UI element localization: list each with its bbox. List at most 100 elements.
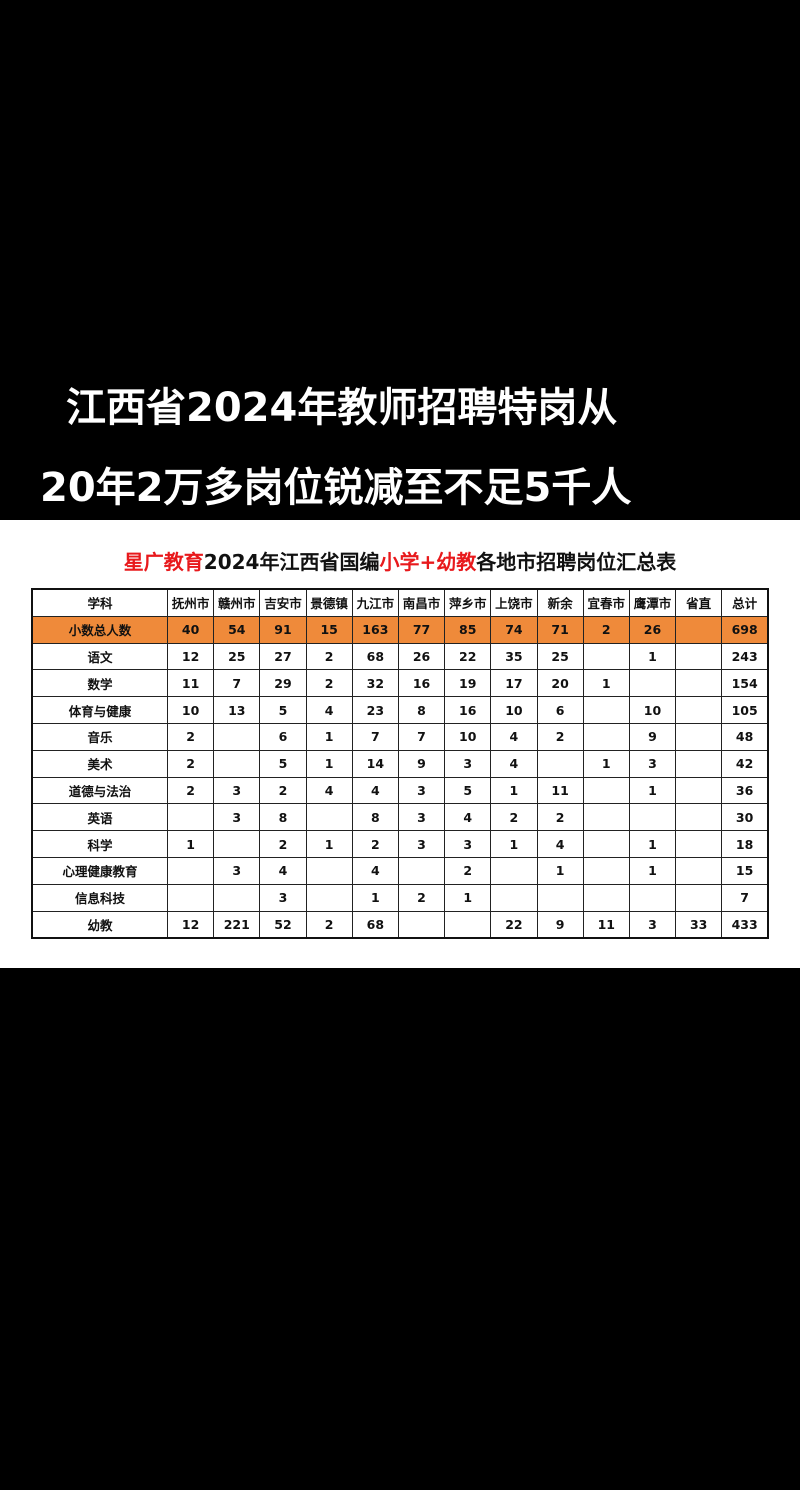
table-cell — [305, 883, 353, 912]
table-cell: 20 — [536, 669, 584, 698]
row-label-cell: 小数总人数 — [31, 615, 168, 644]
table-cell: 7 — [351, 722, 399, 751]
table-cell — [675, 696, 723, 724]
table-cell: 433 — [721, 910, 769, 939]
row-label-cell: 英语 — [31, 803, 168, 832]
table-cell: 40 — [166, 615, 215, 644]
table-cell — [675, 615, 723, 644]
table-cell: 1 — [582, 749, 630, 778]
table-cell: 154 — [721, 669, 769, 698]
table-cell: 4 — [444, 803, 492, 832]
table-cell — [582, 883, 630, 912]
table-cell: 1 — [490, 776, 538, 805]
recruitment-table: 学科 抚州市 赣州市 吉安市 景德镇 九江市 南昌市 萍乡市 上饶市 新余 宜春市 鹰潭市 省直 总计 小数… — [31, 588, 769, 940]
table-cell: 10 — [628, 696, 677, 724]
table-cell: 32 — [351, 669, 399, 698]
table-cell: 12 — [166, 910, 215, 939]
table-cell: 25 — [536, 642, 584, 671]
table-cell: 7 — [721, 883, 769, 912]
table-cell — [628, 803, 677, 832]
table-cell: 总计 — [721, 588, 769, 617]
table-row-highlight: 小数总人数 40 54 91 15 163 77 85 74 71 2 26 698 — [31, 615, 769, 644]
table-cell: 3 — [444, 749, 492, 778]
table-cell — [397, 856, 446, 885]
title-segment: 2024年江西省国编 — [203, 550, 380, 574]
table-cell — [444, 910, 492, 939]
table-cell: 5 — [259, 696, 307, 724]
table-cell: 2 — [259, 776, 307, 805]
table-cell: 3 — [628, 749, 677, 778]
table-cell: 13 — [213, 696, 261, 724]
table-cell: 221 — [213, 910, 261, 939]
table-cell: 鹰潭市 — [628, 588, 677, 617]
table-cell: 新余 — [536, 588, 584, 617]
table-cell: 11 — [582, 910, 630, 939]
table-cell: 163 — [351, 615, 399, 644]
row-label-cell: 幼教 — [31, 910, 168, 939]
table-cell: 11 — [166, 669, 215, 698]
table-cell: 2 — [444, 856, 492, 885]
table-cell: 29 — [259, 669, 307, 698]
table-cell: 11 — [536, 776, 584, 805]
table-cell: 2 — [397, 883, 446, 912]
title-segment: 各地市招聘岗位汇总表 — [476, 550, 677, 574]
table-cell: 上饶市 — [490, 588, 538, 617]
table-cell — [166, 883, 215, 912]
table-cell: 698 — [721, 615, 769, 644]
table-cell: 1 — [490, 830, 538, 858]
table-cell: 1 — [305, 830, 353, 858]
table-cell: 10 — [490, 696, 538, 724]
table-row: 音乐 2 6 1 7 7 10 4 2 9 48 — [31, 722, 769, 751]
table-cell — [628, 883, 677, 912]
table-cell: 宜春市 — [582, 588, 630, 617]
table-cell: 4 — [490, 749, 538, 778]
table-cell: 52 — [259, 910, 307, 939]
table-cell: 2 — [305, 642, 353, 671]
table-cell: 6 — [259, 722, 307, 751]
table-cell: 16 — [444, 696, 492, 724]
table-cell: 10 — [166, 696, 215, 724]
table-cell: 42 — [721, 749, 769, 778]
table-cell: 17 — [490, 669, 538, 698]
table-cell: 景德镇 — [305, 588, 353, 617]
table-cell: 1 — [536, 856, 584, 885]
table-row: 语文 12 25 27 2 68 26 22 35 25 1 243 — [31, 642, 769, 671]
table-row: 体育与健康 10 13 5 4 23 8 16 10 6 10 105 — [31, 696, 769, 724]
table-cell — [213, 722, 261, 751]
table-title: 星广教育2024年江西省国编小学+幼教各地市招聘岗位汇总表 — [0, 546, 800, 575]
table-cell — [675, 722, 723, 751]
table-cell — [675, 642, 723, 671]
table-cell — [305, 856, 353, 885]
table-cell: 3 — [213, 856, 261, 885]
table-header-row: 学科 抚州市 赣州市 吉安市 景德镇 九江市 南昌市 萍乡市 上饶市 新余 宜春市 鹰潭市 省直 总计 — [31, 588, 769, 617]
table-cell — [582, 696, 630, 724]
table-cell: 26 — [397, 642, 446, 671]
table-cell: 2 — [259, 830, 307, 858]
table-cell — [675, 776, 723, 805]
table-cell: 77 — [397, 615, 446, 644]
title-highlight: 小学+幼教 — [379, 550, 477, 574]
table-cell: 74 — [490, 615, 538, 644]
table-cell: 54 — [213, 615, 261, 644]
table-cell: 1 — [628, 856, 677, 885]
table-cell: 2 — [536, 722, 584, 751]
table-cell: 3 — [259, 883, 307, 912]
table-cell: 2 — [305, 669, 353, 698]
row-label-cell: 语文 — [31, 642, 168, 671]
table-cell — [582, 722, 630, 751]
table-cell — [397, 910, 446, 939]
row-label-cell: 数学 — [31, 669, 168, 698]
table-cell — [582, 830, 630, 858]
table-row: 幼教 12 221 52 2 68 22 9 11 3 33 433 — [31, 910, 769, 939]
table-cell: 1 — [628, 776, 677, 805]
table-cell: 33 — [675, 910, 723, 939]
table-cell — [582, 803, 630, 832]
table-cell: 1 — [628, 830, 677, 858]
table-cell — [582, 856, 630, 885]
headline-line-2: 20年2万多岗位锐减至不足5千人 — [40, 465, 632, 511]
table-cell: 2 — [490, 803, 538, 832]
table-cell: 4 — [490, 722, 538, 751]
table-cell — [675, 883, 723, 912]
table-cell: 18 — [721, 830, 769, 858]
table-cell — [213, 749, 261, 778]
